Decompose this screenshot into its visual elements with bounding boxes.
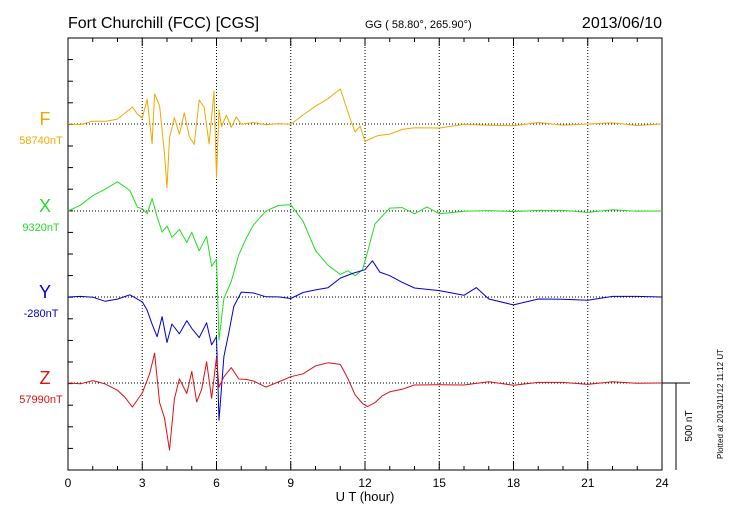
series-name-z: Z (40, 368, 51, 388)
axis-ticks (67, 38, 663, 470)
x-tick-labels: 0 3 6 9 12 15 18 21 24 (65, 476, 669, 490)
chart-title: Fort Churchill (FCC) [CGS] (68, 15, 259, 32)
series-line-x (67, 181, 663, 341)
series-baseline-f: 58740nT (19, 135, 63, 147)
grid (68, 38, 662, 470)
series-baseline-x: 9320nT (22, 222, 60, 234)
x-axis-label: U T (hour) (336, 489, 395, 504)
x-tick-label: 0 (65, 476, 72, 490)
x-tick-label: 15 (433, 476, 447, 490)
series-line-y (67, 260, 663, 421)
series-baseline-z: 57990nT (19, 394, 63, 406)
x-tick-label: 18 (507, 476, 521, 490)
series-name-x: X (39, 196, 51, 216)
x-tick-label: 6 (213, 476, 220, 490)
x-tick-label: 9 (287, 476, 294, 490)
station-coords: GG ( 58.80°, 265.90°) (365, 19, 472, 31)
x-tick-label: 12 (358, 476, 372, 490)
series-labels: F 58740nT X 9320nT Y -280nT Z 57990nT (19, 109, 63, 406)
series-baseline-y: -280nT (24, 308, 59, 320)
plotted-note: Plotted at 2013/11/12 11:12 UT (716, 349, 725, 459)
x-tick-label: 24 (655, 476, 669, 490)
scale-bar-label: 500 nT (684, 410, 695, 441)
series-line-f (67, 88, 663, 189)
chart-date: 2013/06/10 (582, 15, 662, 32)
scale-bar: 500 nT (662, 382, 695, 470)
series-name-y: Y (39, 282, 51, 302)
series-line-z (67, 352, 663, 451)
x-tick-label: 3 (139, 476, 146, 490)
x-tick-label: 21 (581, 476, 595, 490)
series-name-f: F (40, 109, 51, 129)
series-group (67, 88, 663, 451)
